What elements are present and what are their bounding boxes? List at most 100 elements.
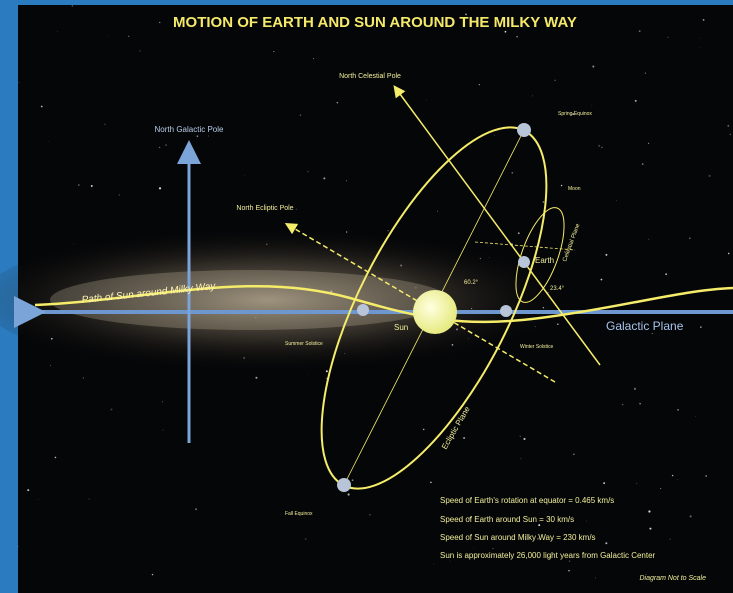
star [511,172,513,174]
star [163,430,164,431]
star [55,457,57,459]
summer-solstice-earth [357,304,369,316]
star [689,237,691,239]
star [197,135,199,137]
star [569,560,570,561]
star [592,105,593,106]
star [670,539,671,540]
star [463,437,465,439]
label: Galactic Plane [606,319,684,333]
label: 60.2° [464,280,479,286]
star [622,404,623,405]
star [555,80,556,81]
star [639,403,640,404]
label: Moon [568,186,581,192]
label: 23.4° [550,286,565,292]
star [648,143,649,144]
star [690,515,692,517]
star [165,144,167,146]
star [700,38,701,39]
star [48,141,49,142]
star [300,115,301,116]
star [305,538,307,540]
star [639,30,641,32]
star [605,254,607,256]
star [159,147,160,148]
star [73,244,74,245]
label: Fall Equinox [285,511,313,517]
star [245,175,246,176]
star [104,124,105,125]
star [532,96,533,97]
label: Summer Solstice [285,341,323,347]
star [195,508,197,510]
star [128,36,129,37]
star [645,73,646,74]
star [57,31,58,32]
star [598,145,600,147]
star [27,489,29,491]
star [78,184,80,186]
star [520,458,521,459]
diagram: MOTION OF EARTH AND SUN AROUND THE MILKY… [0,0,733,593]
label: Earth [535,256,554,265]
star [592,66,594,68]
star [518,232,520,234]
star [307,171,308,172]
label: Spring Equinox [558,111,592,117]
star [695,416,696,417]
star [255,377,257,379]
fact: Speed of Earth's rotation at equator = 0… [440,496,614,505]
label: Winter Solstice [520,344,554,350]
star [323,177,325,179]
star [636,483,637,484]
star [700,326,701,327]
star [119,194,120,195]
star [423,429,425,431]
star [450,561,451,562]
star [505,31,507,33]
star [337,102,339,104]
star [677,479,678,480]
star [665,273,667,275]
star [648,510,650,512]
page: MOTION OF EARTH AND SUN AROUND THE MILKY… [0,0,733,593]
star [430,482,432,484]
star [492,548,493,549]
star [139,50,140,51]
star [75,68,76,69]
star [705,475,707,477]
star [672,475,674,477]
star [642,163,644,165]
label: North Ecliptic Pole [236,205,293,212]
star [162,401,163,402]
star [648,239,649,240]
star [479,84,480,85]
star [50,365,51,366]
label: North Celestial Pole [339,73,401,80]
spring-equinox-earth [517,123,531,137]
star [649,528,651,530]
star [538,524,540,526]
fact: Speed of Earth around Sun = 30 km/s [440,515,574,524]
star [83,377,84,378]
star [38,499,39,500]
star [634,388,636,390]
star [437,211,438,212]
note: Diagram Not to Scale [639,575,706,582]
star [352,479,354,481]
star [568,570,570,572]
star [543,201,545,203]
label: Sun [394,323,408,332]
star [708,175,710,177]
star [159,22,160,23]
star [520,436,521,437]
star [728,253,730,255]
star [677,409,679,411]
star [426,100,427,101]
star [727,125,729,127]
star [152,574,153,575]
star [89,499,90,500]
star [603,482,605,484]
star [91,185,93,187]
